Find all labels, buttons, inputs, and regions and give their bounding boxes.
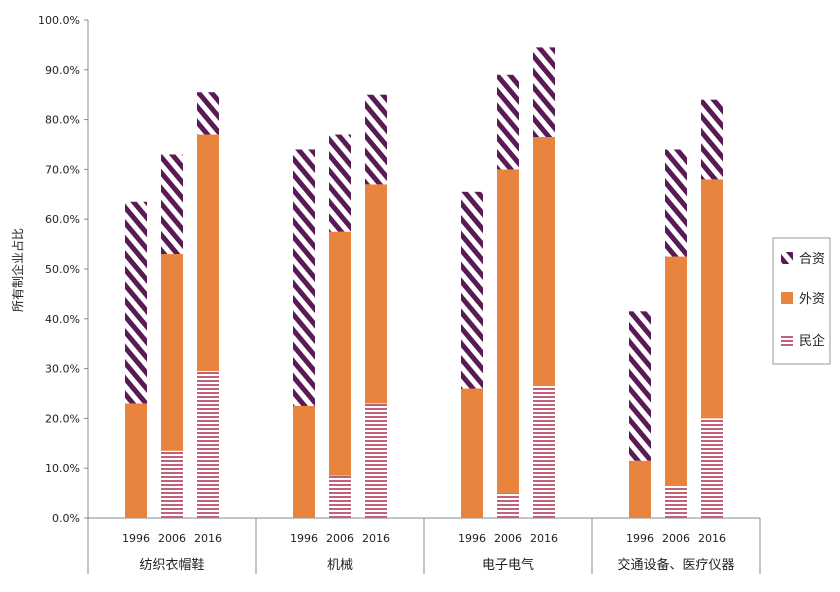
bars [125,47,723,518]
y-axis-label: 所有制企业占比 [10,228,25,312]
bar-segment-1-1-0 [329,475,351,518]
bar-segment-2-0-2 [461,191,483,389]
bar-segment-1-1-1 [329,231,351,476]
x-tick-label: 2016 [362,532,390,545]
bar-segment-3-0-2 [629,311,651,461]
category-label: 机械 [327,558,353,573]
bar-segment-2-2-2 [533,47,555,138]
y-tick-label: 40.0% [45,313,80,326]
y-tick-label: 0.0% [52,512,80,525]
bar-segment-3-2-2 [701,99,723,180]
x-tick-label: 1996 [626,532,654,545]
x-tick-label: 2006 [662,532,690,545]
y-tick-label: 50.0% [45,263,80,276]
category-label: 交通设备、医疗仪器 [617,557,734,573]
bar-segment-2-1-0 [497,493,519,518]
x-tick-label: 2006 [494,532,522,545]
bar-segment-3-1-2 [665,149,687,257]
axes [84,19,761,574]
legend-label-waizi: 外资 [799,292,825,307]
y-tick-label: 80.0% [45,114,80,127]
bar-segment-1-1-2 [329,134,351,232]
bar-segment-3-2-1 [701,179,723,419]
legend-swatch-hezi [781,252,793,264]
x-tick-label: 1996 [290,532,318,545]
bar-segment-2-2-1 [533,137,555,387]
y-tick-label: 30.0% [45,363,80,376]
y-tick-label: 10.0% [45,462,80,475]
bar-segment-2-1-2 [497,74,519,170]
legend-label-minqi: 民企 [799,333,825,349]
y-tick-label: 70.0% [45,163,80,176]
category-label: 电子电气 [482,557,534,573]
x-tick-label: 2006 [158,532,186,545]
labels: 0.0% 10.0% 20.0% 30.0% 40.0% 50.0% 60.0% 70.0% 8… [38,14,734,573]
bar-segment-1-0-2 [293,149,315,406]
y-tick-label: 90.0% [45,64,80,77]
bar-segment-0-1-1 [161,254,183,451]
legend-swatch-minqi [781,334,793,346]
bar-segment-0-2-0 [197,371,219,518]
y-tick-label: 60.0% [45,213,80,226]
bar-segment-2-0-1 [461,388,483,518]
x-tick-label: 2016 [194,532,222,545]
x-tick-label: 1996 [458,532,486,545]
bar-segment-3-1-0 [665,485,687,518]
category-label: 纺织衣帽鞋 [139,557,204,573]
bar-segment-0-2-1 [197,134,219,372]
bar-segment-1-2-1 [365,184,387,404]
bar-segment-0-0-2 [125,201,147,404]
bar-segment-0-1-2 [161,154,183,255]
legend: 合资 外资 民企 [772,237,831,365]
bar-segment-1-0-1 [293,405,315,518]
y-tick-label: 20.0% [45,412,80,425]
bar-segment-0-2-2 [197,92,219,135]
bar-segment-0-1-0 [161,450,183,518]
bar-segment-1-2-0 [365,403,387,518]
bar-segment-2-1-1 [497,169,519,494]
bar-segment-3-0-1 [629,460,651,518]
x-tick-label: 2016 [698,532,726,545]
bar-segment-1-2-2 [365,94,387,185]
x-tick-label: 2016 [530,532,558,545]
bar-segment-2-2-0 [533,386,555,518]
bar-segment-3-1-1 [665,256,687,486]
bar-segment-3-2-0 [701,418,723,518]
y-tick-label: 100.0% [38,14,80,27]
legend-swatch-waizi [781,292,793,304]
x-tick-label: 1996 [122,532,150,545]
legend-label-hezi: 合资 [799,252,825,267]
x-tick-label: 2006 [326,532,354,545]
bar-segment-0-0-1 [125,403,147,518]
